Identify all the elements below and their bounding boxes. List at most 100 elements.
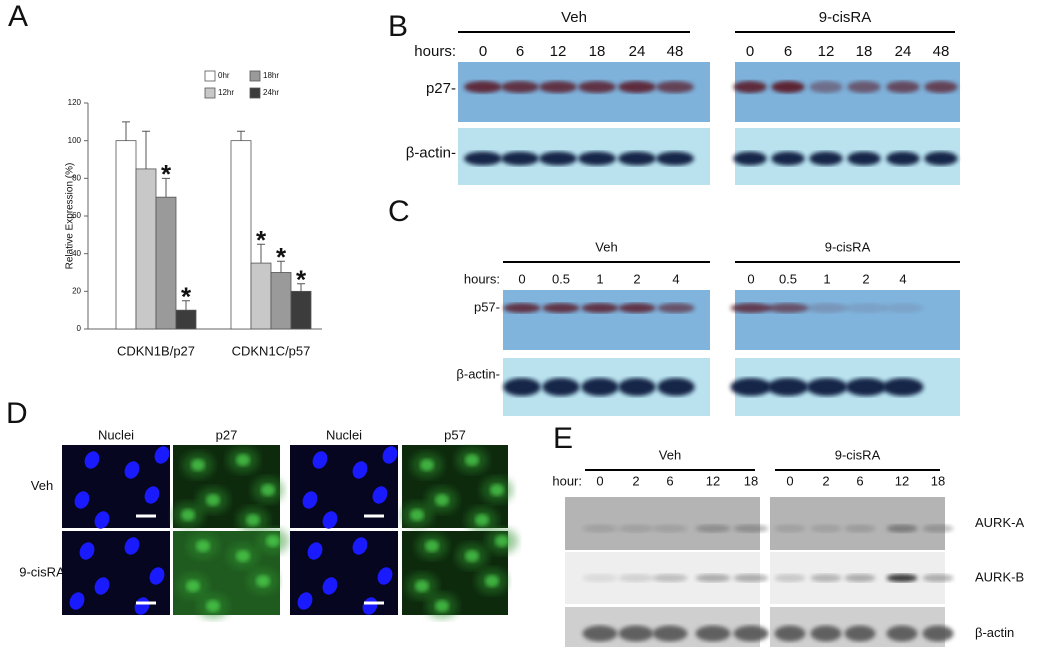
blot-band: [656, 151, 694, 166]
group-label: 9-cisRA: [835, 447, 881, 462]
blot-band: [581, 303, 619, 313]
blot-band: [810, 574, 842, 582]
blot-band: [810, 625, 842, 642]
nucleus: [352, 461, 368, 479]
legend-label: 18hr: [263, 71, 279, 80]
column-label: Nuclei: [326, 427, 362, 442]
hours-label: hours:: [414, 43, 456, 60]
row-label: 9-cisRA: [19, 564, 65, 579]
hour-label: 0: [786, 473, 793, 488]
row-label: p27-: [426, 80, 456, 97]
row-label: AURK-A: [975, 515, 1024, 530]
blot-band: [539, 151, 577, 166]
blot-band: [578, 81, 616, 93]
bar: [270, 272, 292, 330]
hour-label: 1: [596, 271, 603, 286]
blot-band: [582, 524, 618, 533]
nucleus: [149, 567, 165, 585]
nucleus-signal: [196, 540, 210, 552]
blot-band: [733, 574, 769, 582]
hour-label: 18: [589, 43, 606, 60]
significance-mark: *: [181, 282, 192, 312]
blot-band: [542, 303, 580, 313]
hour-label: 12: [706, 473, 720, 488]
blot-band: [886, 524, 918, 533]
blot-band: [886, 625, 918, 642]
blot-band: [618, 625, 654, 642]
error-bar: [277, 260, 285, 273]
y-tick-label: 0: [77, 324, 82, 333]
panel-label: B: [388, 10, 408, 43]
nucleus: [307, 542, 323, 560]
nucleus: [297, 592, 313, 610]
blot-band: [809, 151, 843, 166]
nucleus-signal: [475, 514, 489, 526]
error-bar: [182, 300, 190, 311]
nucleus-signal: [181, 509, 195, 521]
hour-label: 18: [856, 43, 873, 60]
hour-label: 48: [933, 43, 950, 60]
blot-band: [845, 378, 887, 396]
hour-label: 6: [784, 43, 792, 60]
error-bar: [297, 283, 305, 292]
nucleus-signal: [246, 514, 260, 526]
blot-band: [886, 151, 920, 166]
blot-band: [771, 151, 805, 166]
group-label: Veh: [561, 9, 587, 26]
x-tick-label: CDKN1B/p27: [117, 343, 195, 358]
bar: [155, 196, 177, 330]
hour-label: 12: [895, 473, 909, 488]
blot-band: [882, 303, 924, 313]
hour-label: 12: [818, 43, 835, 60]
blot-band: [733, 524, 769, 533]
hour-label: 18: [931, 473, 945, 488]
blot-band: [618, 303, 656, 313]
nucleus-signal: [191, 459, 205, 471]
hour-label: 0.5: [552, 271, 570, 286]
blot-band: [733, 151, 767, 166]
error-bar: [237, 130, 245, 141]
hour-label: 0: [747, 271, 754, 286]
hour-label: 4: [672, 271, 679, 286]
blot-band: [922, 625, 954, 642]
nucleus: [154, 446, 170, 464]
nucleus-signal: [206, 600, 220, 612]
nucleus-signal: [186, 580, 200, 592]
group-label: Veh: [595, 239, 617, 254]
hour-label: 6: [666, 473, 673, 488]
nucleus-signal: [236, 550, 250, 562]
blot-band: [501, 151, 539, 166]
blot-band: [542, 378, 580, 396]
hour-label: 12: [550, 43, 567, 60]
nucleus-signal: [425, 540, 439, 552]
nucleus-signal: [206, 494, 220, 506]
blot-band: [774, 524, 806, 533]
nucleus: [69, 592, 85, 610]
bar: [115, 140, 137, 330]
panel-label: E: [553, 422, 573, 455]
nucleus: [377, 567, 393, 585]
nucleus-signal: [485, 575, 499, 587]
legend-swatch: [249, 70, 261, 82]
hour-label: 2: [633, 271, 640, 286]
blot-band: [657, 378, 695, 396]
error-bar: [122, 121, 130, 141]
hour-label: 0: [518, 271, 525, 286]
hour-label: 2: [862, 271, 869, 286]
blot-band: [886, 574, 918, 582]
legend-label: 12hr: [218, 88, 234, 97]
legend-label: 0hr: [218, 71, 230, 80]
hour-label: 24: [895, 43, 912, 60]
blot-band: [771, 81, 805, 93]
nucleus-signal: [435, 600, 449, 612]
significance-mark: *: [296, 265, 307, 295]
bar: [290, 290, 312, 330]
legend-swatch: [204, 70, 216, 82]
blot-band: [886, 81, 920, 93]
blot-band: [767, 378, 809, 396]
row-label: p57-: [474, 299, 500, 314]
bar: [230, 140, 252, 330]
blot-band: [806, 303, 848, 313]
blot-band: [582, 625, 618, 642]
